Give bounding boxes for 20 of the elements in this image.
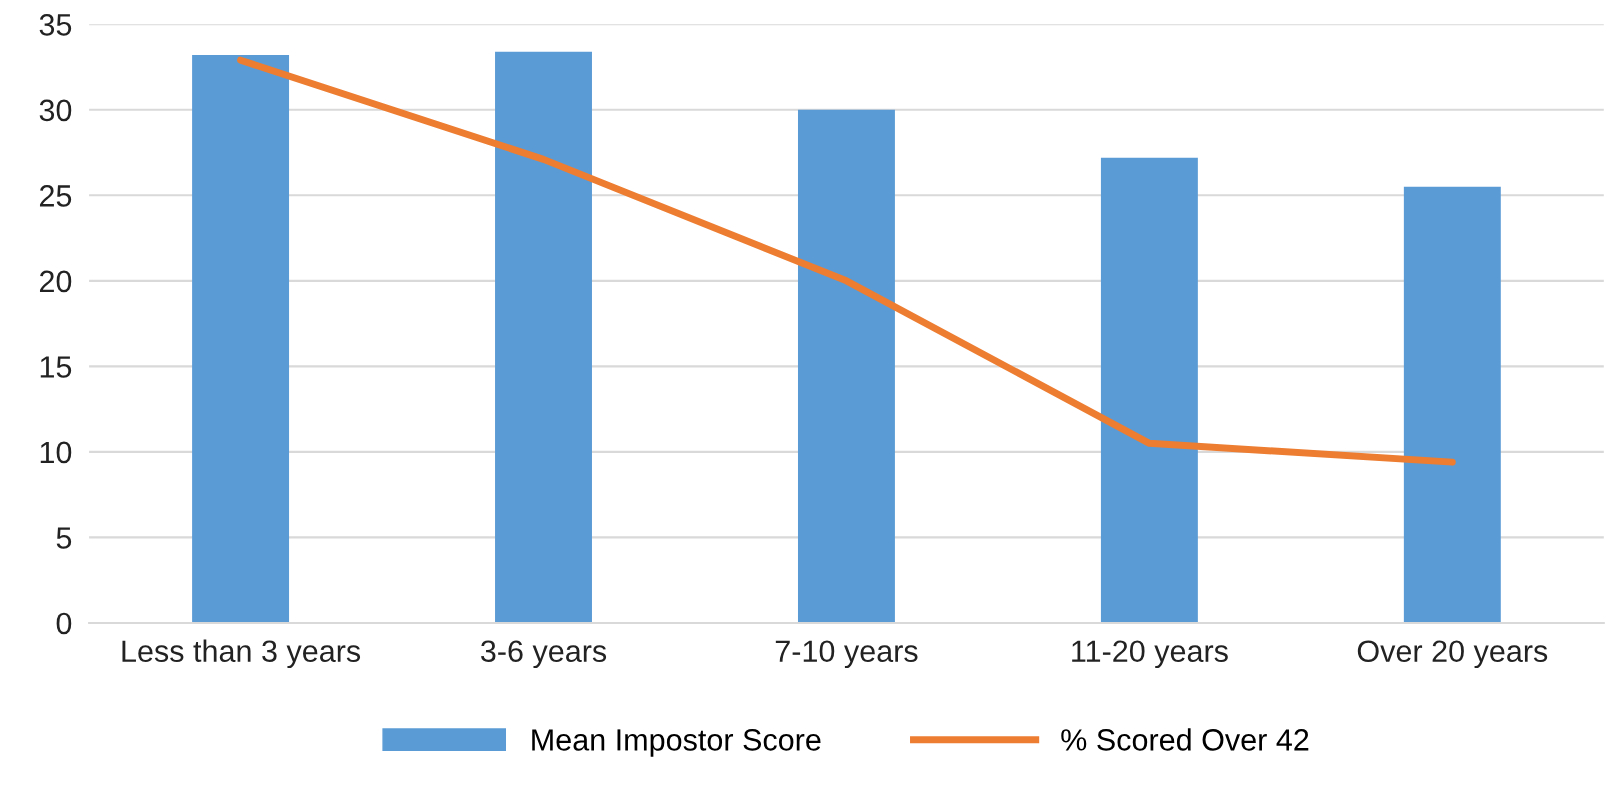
y-tick-label: 10 [40,441,72,464]
y-tick-label: 25 [39,185,72,207]
legend-label: % Scored Over 42 [1061,728,1309,751]
x-tick-label: 7-10 years [775,640,918,669]
y-tick-label: 0 [56,612,72,635]
bar [192,55,290,623]
y-tick-label: 20 [39,270,72,293]
x-tick-label: 3-6 years [481,640,607,669]
legend-label: Mean Impostor Score [532,729,821,757]
y-tick-label: 5 [56,527,72,549]
bar [1403,186,1501,623]
bar [1100,157,1198,623]
x-tick-label: Over 20 years [1357,640,1548,669]
y-tick-label: 35 [39,14,72,36]
y-tick-label: 30 [39,99,72,122]
y-tick-label: 15 [40,356,72,378]
x-tick-label: Less than 3 years [122,639,361,669]
x-tick-label: 11-20 years [1072,640,1228,669]
bar [495,51,592,623]
bar [797,109,895,623]
